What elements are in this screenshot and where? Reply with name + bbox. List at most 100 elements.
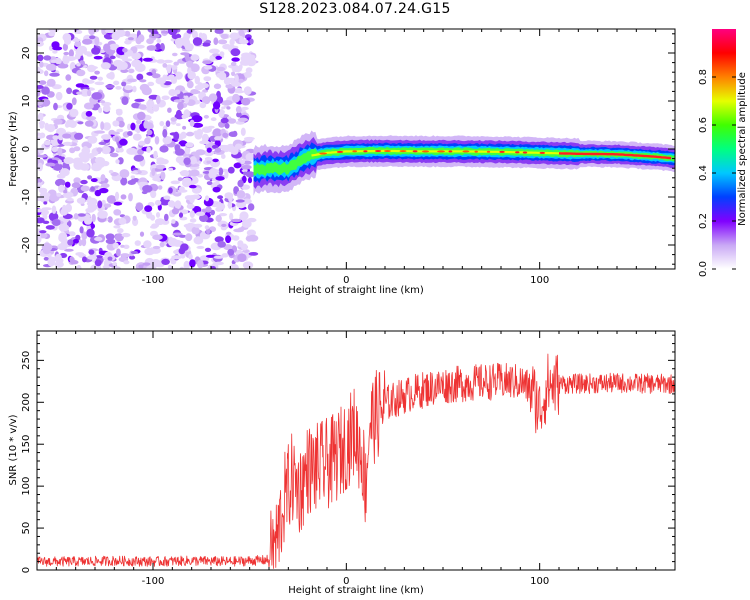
noise-blob xyxy=(155,212,161,218)
noise-blob xyxy=(50,59,61,63)
noise-blob xyxy=(41,207,52,211)
noise-blob xyxy=(79,155,85,161)
noise-blob xyxy=(130,250,138,255)
noise-blob xyxy=(168,89,177,96)
noise-blob xyxy=(114,233,124,242)
noise-blob xyxy=(247,177,253,184)
noise-blob xyxy=(159,241,165,248)
noise-blob xyxy=(178,186,185,192)
noise-blob xyxy=(231,71,236,77)
noise-blob xyxy=(53,118,63,125)
noise-blob xyxy=(100,121,105,131)
noise-blob xyxy=(127,37,134,41)
noise-blob xyxy=(123,260,130,265)
noise-blob xyxy=(87,153,95,159)
noise-region xyxy=(37,29,259,269)
noise-blob xyxy=(127,123,132,131)
noise-blob xyxy=(76,264,82,269)
noise-blob xyxy=(225,235,232,244)
noise-blob xyxy=(51,146,58,153)
noise-blob xyxy=(243,160,252,165)
noise-blob xyxy=(200,33,208,42)
noise-blob xyxy=(222,132,229,138)
noise-blob xyxy=(234,74,239,83)
snr-x-tick-label: 0 xyxy=(343,576,349,587)
noise-blob xyxy=(138,34,145,43)
noise-blob xyxy=(163,195,171,200)
noise-blob xyxy=(183,260,190,269)
noise-blob xyxy=(208,93,218,102)
noise-blob xyxy=(229,212,234,221)
noise-blob xyxy=(155,164,166,170)
noise-blob xyxy=(184,195,194,201)
noise-blob xyxy=(205,254,216,258)
noise-blob xyxy=(46,78,56,87)
noise-blob xyxy=(73,177,81,184)
noise-blob xyxy=(174,200,182,210)
noise-blob xyxy=(224,192,234,199)
noise-blob xyxy=(104,29,116,34)
ridge-peak-dash xyxy=(399,150,407,153)
snr-series-line xyxy=(37,353,675,569)
noise-blob xyxy=(167,29,178,36)
noise-blob xyxy=(77,213,86,217)
noise-blob xyxy=(119,169,130,179)
noise-blob xyxy=(241,169,248,173)
noise-blob xyxy=(183,92,194,97)
noise-blob xyxy=(133,154,144,162)
noise-blob xyxy=(159,120,165,127)
noise-blob xyxy=(113,209,122,216)
noise-blob xyxy=(83,50,89,56)
noise-blob xyxy=(188,253,193,260)
noise-blob xyxy=(196,128,203,137)
noise-blob xyxy=(233,162,242,169)
noise-blob xyxy=(177,102,184,110)
noise-blob xyxy=(149,247,161,254)
noise-blob xyxy=(240,165,252,170)
noise-blob xyxy=(109,152,119,158)
noise-blob xyxy=(131,178,140,183)
noise-blob xyxy=(43,140,51,146)
noise-blob xyxy=(84,217,92,225)
noise-blob xyxy=(37,85,44,89)
noise-blob xyxy=(224,122,230,129)
noise-blob xyxy=(171,255,183,260)
noise-blob xyxy=(45,162,56,167)
noise-blob xyxy=(76,62,81,67)
noise-blob xyxy=(139,231,145,237)
noise-blob xyxy=(87,175,93,180)
noise-blob xyxy=(59,168,70,177)
noise-blob xyxy=(134,98,145,102)
noise-blob xyxy=(88,249,95,255)
noise-blob xyxy=(55,91,63,101)
noise-blob xyxy=(174,71,183,80)
noise-blob xyxy=(98,187,109,194)
noise-blob xyxy=(240,159,246,165)
noise-blob xyxy=(242,261,254,269)
noise-blob xyxy=(81,238,87,247)
noise-blob xyxy=(100,174,106,182)
noise-blob xyxy=(67,239,74,246)
spectrogram-y-tick-label: 10 xyxy=(21,95,32,108)
noise-blob xyxy=(52,135,59,140)
noise-blob xyxy=(172,239,182,247)
noise-blob xyxy=(152,245,161,250)
noise-blob xyxy=(65,56,77,61)
noise-blob xyxy=(43,256,49,261)
noise-blob xyxy=(135,202,144,211)
noise-blob xyxy=(185,233,193,242)
noise-blob xyxy=(102,104,111,113)
noise-blob xyxy=(118,147,124,153)
noise-blob xyxy=(37,41,44,47)
noise-blob xyxy=(236,112,242,118)
ridge-peak-dash xyxy=(375,150,382,152)
noise-blob xyxy=(102,264,111,269)
colorbar-tick-label: 0.4 xyxy=(698,165,709,181)
noise-blob xyxy=(204,157,213,161)
noise-blob xyxy=(93,55,103,60)
noise-blob xyxy=(203,76,212,82)
noise-blob xyxy=(245,171,255,178)
noise-blob xyxy=(229,32,240,40)
noise-blob xyxy=(212,158,219,163)
noise-blob xyxy=(38,80,47,85)
